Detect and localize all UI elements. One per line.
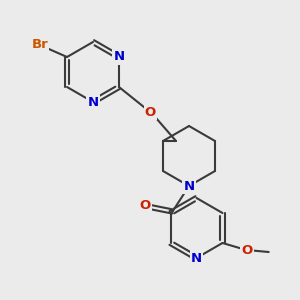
Text: N: N — [183, 179, 195, 193]
Text: O: O — [140, 199, 151, 212]
Text: Br: Br — [32, 38, 48, 52]
Text: O: O — [145, 106, 156, 119]
Text: O: O — [242, 244, 253, 257]
Text: N: N — [191, 251, 202, 265]
Text: N: N — [113, 50, 124, 64]
Text: N: N — [87, 95, 99, 109]
